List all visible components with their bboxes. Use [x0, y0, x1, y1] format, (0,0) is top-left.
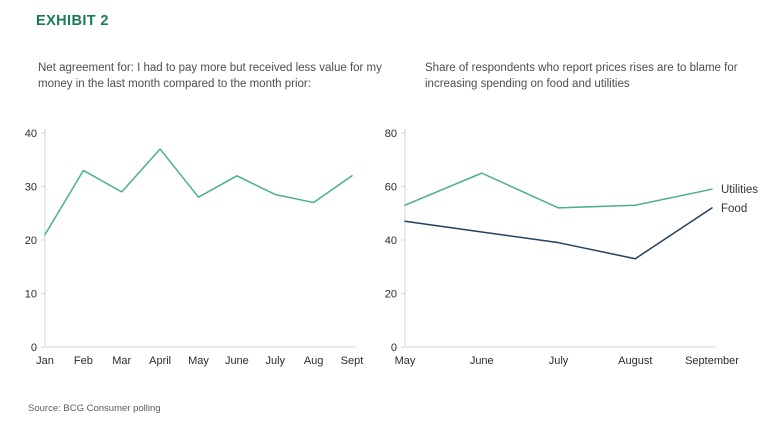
y-tick-label: 80 [385, 128, 397, 140]
x-tick-label: May [188, 355, 209, 367]
series-label-utilities: Utilities [721, 184, 758, 196]
price-blame-line-chart: 0 20 40 60 80 May June July August September Utili… [385, 128, 759, 367]
x-tick-label: June [225, 355, 249, 367]
y-tick-label: 40 [25, 128, 37, 140]
x-tick-label: June [470, 355, 494, 367]
x-tick-label: July [549, 355, 569, 367]
line-net-agreement [44, 148, 353, 236]
left-chart-subtitle: Net agreement for: I had to pay more but… [38, 62, 382, 91]
y-tick-label: 10 [25, 289, 37, 301]
y-tick-label: 30 [25, 182, 37, 194]
y-tick-label: 20 [25, 235, 37, 247]
y-tick-label: 20 [385, 289, 397, 301]
x-tick-label: Aug [304, 355, 324, 367]
x-tick-label: Mar [112, 355, 131, 367]
x-tick-label: Feb [74, 355, 93, 367]
y-tick-label: 40 [385, 235, 397, 247]
x-tick-label: May [395, 355, 416, 367]
x-tick-label: Sept [341, 355, 364, 367]
line-food [404, 207, 713, 260]
x-tick-label: August [618, 355, 652, 367]
y-tick-label: 0 [31, 342, 37, 354]
y-tick-label: 60 [385, 182, 397, 194]
x-tick-label: April [149, 355, 171, 367]
right-chart-subtitle: Share of respondents who report prices r… [425, 62, 738, 91]
source-note: Source: BCG Consumer polling [28, 403, 161, 414]
y-tick-label: 0 [391, 342, 397, 354]
series-label-food: Food [721, 203, 747, 215]
x-tick-label: July [265, 355, 285, 367]
x-tick-label: September [685, 355, 739, 367]
line-utilities [404, 172, 713, 209]
x-tick-label: Jan [36, 355, 54, 367]
net-agreement-line-chart: 0 10 20 30 40 Jan Feb Mar April May June July Aug Sep… [25, 128, 364, 367]
exhibit-title: EXHIBIT 2 [36, 13, 109, 29]
